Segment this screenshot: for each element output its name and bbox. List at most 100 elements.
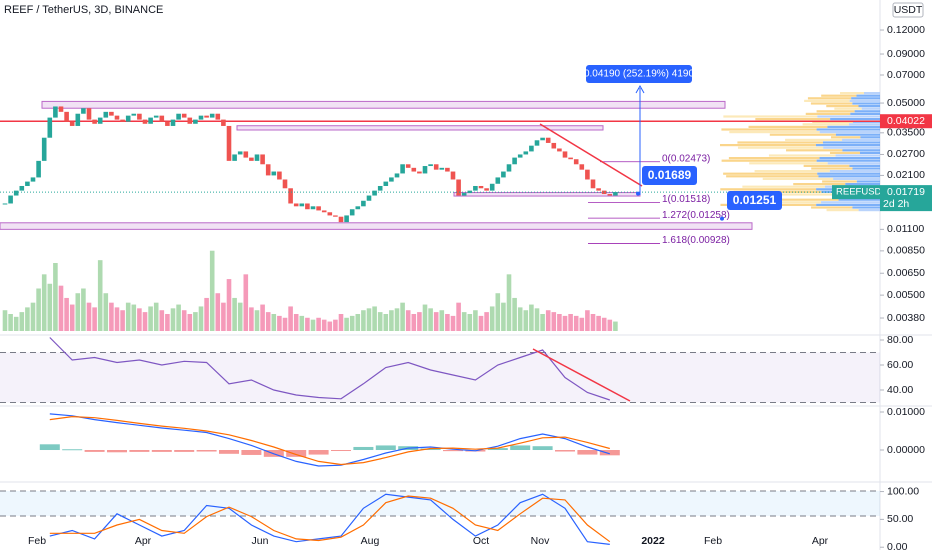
candle — [473, 185, 478, 191]
volume-profile-bar — [854, 110, 880, 113]
volume-bar — [333, 319, 338, 331]
volume-bar — [601, 317, 607, 331]
candle — [209, 113, 215, 118]
price-zone — [41, 100, 726, 109]
volume-bar — [170, 308, 176, 331]
y-tick-label: 40.00 — [887, 384, 913, 396]
candle — [579, 164, 585, 170]
stoch-k-line — [49, 493, 610, 545]
candle — [92, 119, 97, 124]
candle — [30, 177, 36, 182]
volume-profile-bar — [833, 177, 880, 180]
volume-bar — [125, 302, 131, 331]
candle — [501, 171, 506, 178]
candle — [237, 151, 243, 155]
y-tick-label: 0.00380 — [887, 312, 925, 324]
volume-profile-bar — [835, 154, 880, 157]
volume-profile-bar — [762, 177, 834, 180]
candle — [445, 167, 450, 172]
volume-bar — [305, 317, 310, 331]
y-tick-label: 0.01100 — [887, 223, 924, 235]
volume-bar — [557, 314, 562, 331]
macd-histogram — [577, 450, 598, 455]
volume-profile-bar — [852, 102, 880, 105]
volume-bar — [260, 304, 265, 331]
currency-box[interactable] — [892, 2, 924, 18]
volume-profile-bar — [822, 180, 857, 183]
macd-histogram — [219, 450, 239, 454]
x-tick-label: Apr — [812, 535, 829, 547]
candle — [137, 113, 142, 120]
volume-profile-bar — [864, 92, 880, 95]
candle — [69, 121, 75, 126]
volume-bar — [573, 315, 579, 331]
candle — [405, 164, 411, 168]
candle — [523, 151, 529, 155]
volume-bar — [209, 250, 215, 331]
volume-profile-bar — [816, 144, 880, 147]
volume-bar — [568, 314, 573, 331]
macd-histogram — [510, 445, 531, 451]
volume-bar — [316, 317, 321, 331]
candle — [456, 179, 461, 196]
candle — [394, 173, 400, 178]
volume-bar — [495, 293, 501, 331]
candle — [53, 106, 58, 118]
volume-bar — [114, 307, 120, 331]
volume-bar — [120, 310, 125, 331]
volume-profile-bar — [858, 105, 880, 108]
volume-bar — [81, 288, 86, 331]
volume-profile-bar — [819, 131, 880, 134]
volume-bar — [400, 302, 405, 331]
chart-title: REEF / TetherUS, 3D, BINANCE — [4, 4, 163, 16]
macd-histogram — [443, 450, 463, 452]
volume-profile-bar — [852, 167, 880, 170]
macd-histogram — [151, 450, 172, 452]
candle — [377, 185, 383, 191]
macd-histogram — [39, 444, 60, 451]
y-tick-label: 0.01000 — [887, 406, 925, 418]
volume-profile-bar — [816, 203, 880, 206]
volume-profile-bar — [829, 170, 880, 173]
y-tick-label: 50.00 — [887, 513, 913, 525]
volume-bar — [58, 285, 64, 331]
candle — [366, 195, 372, 201]
candle — [2, 203, 8, 205]
volume-bar — [237, 302, 243, 331]
volume-bar — [433, 312, 439, 331]
volume-bar — [159, 310, 165, 331]
volume-bar — [30, 302, 36, 331]
x-tick-label: Feb — [28, 535, 46, 547]
y-tick-label: 0.00000 — [887, 444, 925, 456]
fib-label: 1.618(0.00928) — [662, 235, 730, 246]
x-tick-label: Feb — [704, 535, 722, 547]
volume-bar — [265, 312, 271, 331]
level-badge-label: 0.04022 — [887, 115, 925, 127]
volume-profile-bar — [723, 115, 818, 118]
macd-line — [49, 413, 610, 467]
candle — [181, 113, 187, 118]
candle — [131, 113, 137, 116]
candle — [461, 193, 467, 196]
candle — [310, 206, 316, 210]
volume-profile-bar — [834, 107, 862, 110]
volume-bar — [47, 283, 53, 331]
candle — [557, 148, 562, 152]
volume-profile-bar — [827, 162, 880, 165]
candle — [590, 179, 596, 189]
candle — [400, 164, 405, 174]
volume-bar — [484, 312, 489, 331]
volume-bar — [109, 302, 114, 331]
volume-profile-bar — [737, 146, 824, 149]
volume-profile-bar — [816, 128, 880, 131]
volume-bar — [377, 312, 383, 331]
volume-bar — [142, 312, 148, 331]
volume-profile-bar — [816, 110, 855, 113]
volume-bar — [417, 312, 422, 331]
candle — [243, 151, 249, 158]
volume-bar — [176, 304, 181, 331]
candle — [417, 171, 422, 174]
callout-point — [720, 216, 724, 221]
